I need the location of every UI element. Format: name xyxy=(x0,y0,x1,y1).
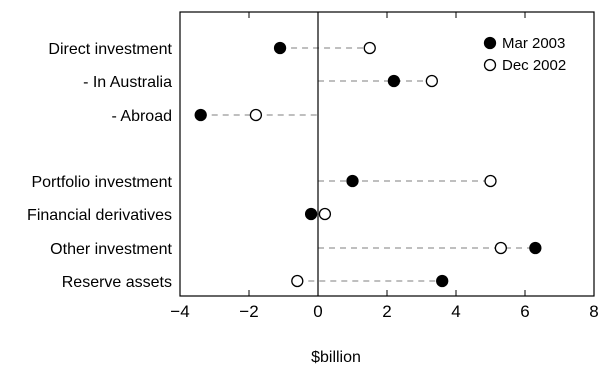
x-tick-label: 6 xyxy=(520,302,529,321)
marker-dec-2002 xyxy=(484,174,497,188)
category-label: Reserve assets xyxy=(62,274,172,291)
x-axis: −4 −2 0 2 4 6 8 xyxy=(170,290,599,321)
x-tick-label: 0 xyxy=(313,302,322,321)
legend-label: Dec 2002 xyxy=(502,57,566,74)
marker-dec-2002 xyxy=(425,74,439,88)
category-label: - Abroad xyxy=(112,108,172,125)
x-tick-label: −2 xyxy=(239,302,258,321)
marker-mar-2003 xyxy=(304,207,318,221)
legend-marker xyxy=(483,58,497,72)
marker-dec-2002 xyxy=(249,108,263,122)
category-label: Financial derivatives xyxy=(27,207,172,224)
x-tick-label: 4 xyxy=(451,302,460,321)
marker-mar-2003 xyxy=(194,108,207,122)
x-tick-label: −4 xyxy=(170,302,189,321)
category-label: Portfolio investment xyxy=(31,174,172,191)
category-label: - In Australia xyxy=(83,74,172,91)
marker-dec-2002 xyxy=(318,207,332,221)
legend-marker xyxy=(483,36,497,50)
marker-mar-2003 xyxy=(346,174,359,188)
plot-frame xyxy=(179,11,595,297)
marker-mar-2003 xyxy=(436,274,449,288)
plot-border xyxy=(179,11,595,297)
legend: Mar 2003 Dec 2002 xyxy=(483,35,566,74)
x-tick-label: 8 xyxy=(589,302,598,321)
category-label: Direct investment xyxy=(48,41,172,58)
marker-mar-2003 xyxy=(529,241,542,255)
legend-label: Mar 2003 xyxy=(502,35,565,52)
marker-dec-2002 xyxy=(363,41,376,55)
marker-dec-2002 xyxy=(494,241,508,255)
marker-mar-2003 xyxy=(387,74,401,88)
connector-lines xyxy=(200,47,536,282)
marker-mar-2003 xyxy=(273,41,287,55)
category-label: Other investment xyxy=(50,241,172,258)
data-markers xyxy=(194,41,542,288)
x-axis-title: $billion xyxy=(311,349,361,366)
category-labels: Direct investment - In Australia - Abroad P… xyxy=(27,41,173,291)
x-tick-label: 2 xyxy=(382,302,391,321)
marker-dec-2002 xyxy=(291,274,304,288)
